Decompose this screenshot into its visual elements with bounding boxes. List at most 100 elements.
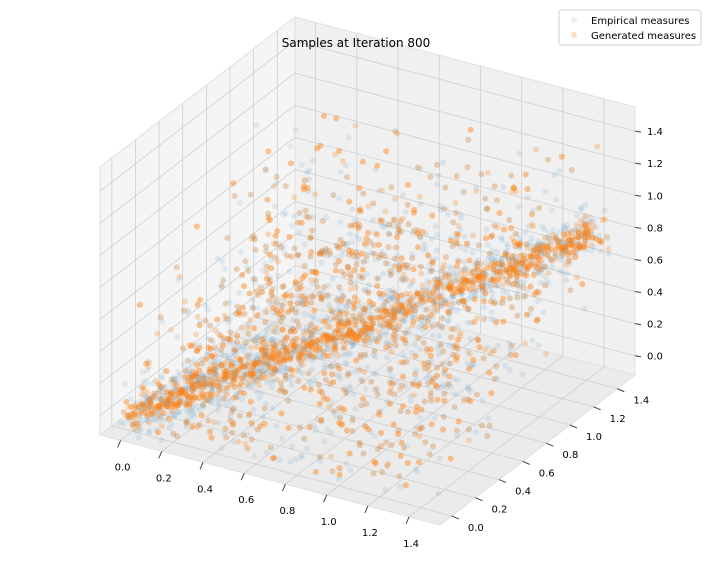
empirical-point [336, 317, 343, 324]
empirical-point [136, 398, 143, 405]
generated-point [506, 295, 513, 302]
generated-point [470, 357, 477, 364]
generated-point [123, 398, 130, 405]
empirical-point [349, 342, 356, 349]
empirical-point [550, 227, 557, 233]
generated-point [340, 406, 347, 413]
empirical-point [163, 399, 170, 406]
empirical-point [222, 363, 229, 370]
empirical-point [351, 330, 358, 337]
generated-point [307, 386, 314, 393]
empirical-point [479, 272, 486, 279]
empirical-point [519, 256, 526, 263]
generated-point [386, 221, 393, 228]
generated-point [421, 360, 427, 367]
empirical-point [538, 279, 545, 286]
empirical-point [400, 318, 407, 325]
empirical-point [329, 333, 336, 340]
empirical-point [188, 406, 195, 413]
empirical-point [454, 433, 461, 440]
empirical-point [293, 306, 300, 313]
empirical-point [267, 444, 274, 451]
empirical-point [467, 336, 474, 343]
empirical-point [302, 346, 309, 352]
empirical-point [232, 372, 239, 379]
empirical-point [429, 258, 436, 265]
generated-point [314, 145, 321, 152]
generated-point [536, 204, 543, 211]
empirical-point [365, 288, 372, 294]
empirical-point [405, 326, 411, 333]
empirical-point [391, 263, 398, 270]
generated-point [523, 272, 530, 279]
empirical-point [254, 426, 261, 433]
empirical-point [378, 293, 385, 300]
empirical-point [402, 340, 409, 347]
generated-point [376, 411, 383, 418]
empirical-point [341, 271, 348, 278]
empirical-point [426, 451, 433, 458]
empirical-point [253, 122, 260, 129]
empirical-point [392, 337, 399, 344]
empirical-point [524, 265, 531, 272]
z-gridline [99, 40, 296, 192]
empirical-point [439, 360, 446, 367]
generated-point [484, 433, 491, 439]
empirical-point [244, 264, 251, 271]
empirical-point [234, 393, 241, 400]
empirical-point [381, 304, 388, 311]
empirical-point [234, 303, 241, 310]
empirical-point [514, 282, 521, 288]
generated-point [210, 366, 217, 373]
empirical-point [406, 283, 413, 290]
empirical-point [198, 360, 205, 367]
empirical-point [357, 354, 364, 361]
empirical-point [273, 299, 280, 306]
empirical-point [455, 377, 462, 384]
generated-point [288, 160, 294, 167]
empirical-point [173, 333, 180, 340]
empirical-point [508, 172, 515, 179]
empirical-point [428, 268, 435, 274]
generated-point [388, 442, 395, 449]
y-tick [475, 497, 483, 502]
empirical-point [151, 416, 158, 423]
empirical-point [261, 361, 268, 368]
generated-point [409, 277, 416, 284]
generated-point [543, 351, 549, 358]
empirical-point [171, 414, 177, 421]
empirical-point [350, 312, 357, 319]
empirical-point [217, 381, 224, 388]
empirical-point [132, 400, 138, 407]
empirical-point [437, 206, 444, 213]
empirical-point [386, 231, 393, 237]
empirical-point [505, 256, 512, 263]
empirical-point [230, 345, 237, 352]
empirical-point [374, 306, 381, 313]
generated-point [423, 290, 430, 296]
generated-point [579, 281, 586, 288]
empirical-point [454, 307, 460, 314]
empirical-point [368, 378, 375, 385]
generated-point [435, 294, 442, 301]
empirical-point [418, 424, 425, 431]
empirical-point [282, 375, 289, 382]
generated-point [336, 465, 343, 472]
empirical-point [515, 231, 521, 238]
empirical-point [530, 262, 537, 268]
empirical-point [487, 283, 494, 290]
empirical-point [171, 376, 178, 383]
empirical-point [412, 371, 418, 378]
generated-point [385, 244, 392, 251]
generated-point [365, 426, 372, 433]
empirical-point [311, 327, 318, 334]
empirical-point [424, 284, 431, 291]
empirical-point [344, 370, 351, 377]
generated-point [336, 471, 343, 478]
empirical-point [544, 234, 551, 241]
generated-point [199, 390, 206, 397]
empirical-point [242, 258, 249, 265]
empirical-point [506, 366, 513, 373]
empirical-point [377, 295, 384, 302]
generated-point [522, 340, 528, 347]
